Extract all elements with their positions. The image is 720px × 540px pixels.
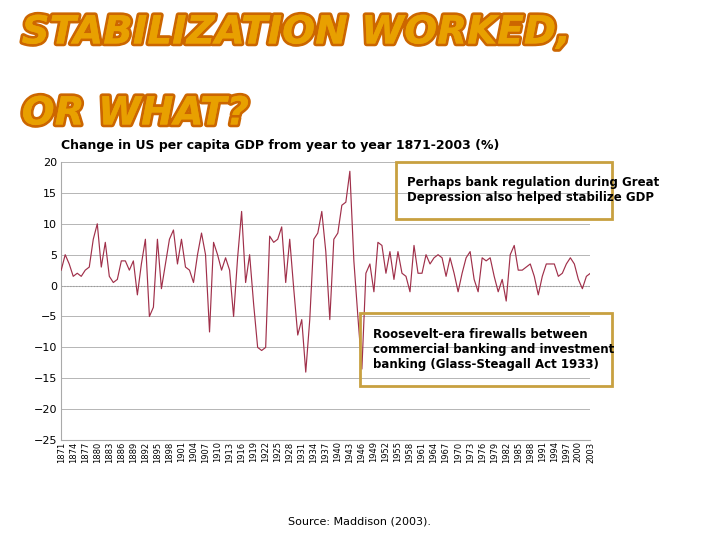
Text: Roosevelt-era firewalls between
commercial banking and investment
banking (Glass: Roosevelt-era firewalls between commerci… — [373, 328, 614, 371]
Text: STABILIZATION WORKED,: STABILIZATION WORKED, — [22, 14, 571, 51]
Text: Source: Maddison (2003).: Source: Maddison (2003). — [289, 516, 431, 526]
Text: Perhaps bank regulation during Great
Depression also helped stabilize GDP: Perhaps bank regulation during Great Dep… — [407, 177, 659, 204]
Text: Change in US per capita GDP from year to year 1871-2003 (%): Change in US per capita GDP from year to… — [61, 139, 500, 152]
Text: OR WHAT?: OR WHAT? — [22, 94, 248, 132]
